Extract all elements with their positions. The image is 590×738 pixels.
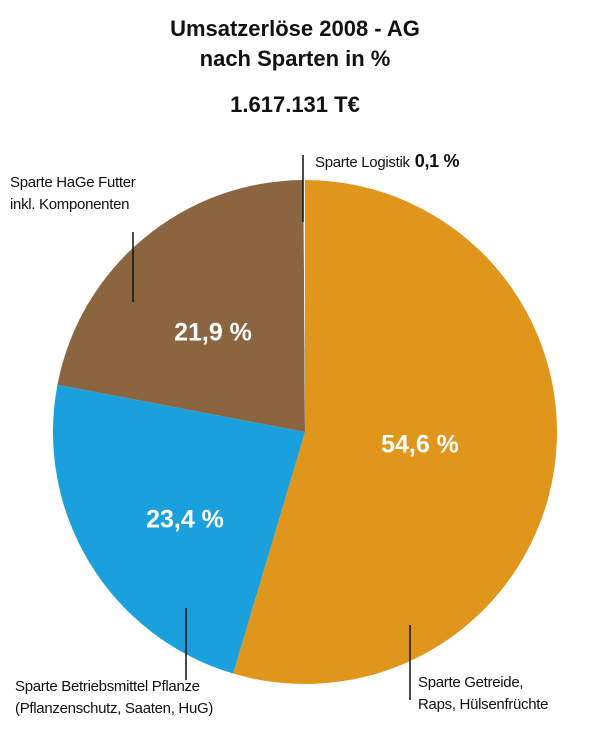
category-label: Sparte HaGe Futter inkl. Komponenten (10, 174, 136, 213)
pie-slice (52, 384, 305, 674)
slice-value-label: 0,1 % (414, 151, 460, 171)
category-label: Sparte Betriebsmittel Pflanze (Pflanzens… (15, 678, 214, 717)
leader-lines (132, 155, 411, 700)
pie-slice (233, 180, 557, 684)
slice-value-label: 21,9 % (174, 318, 252, 347)
chart-subtitle: 1.617.131 T€ (230, 92, 360, 117)
slice-value-label: 54,6 % (381, 430, 459, 459)
pie-slice (303, 180, 305, 432)
slice-value-label: 23,4 % (146, 505, 224, 534)
chart-title: Umsatzerlöse 2008 - AG nach Sparten in % (170, 16, 420, 71)
category-label: Sparte Getreide, Raps, Hülsenfrüchte (418, 674, 549, 713)
category-label: Sparte Logistik 0,1 % (315, 151, 460, 171)
pie-slice (57, 180, 306, 432)
